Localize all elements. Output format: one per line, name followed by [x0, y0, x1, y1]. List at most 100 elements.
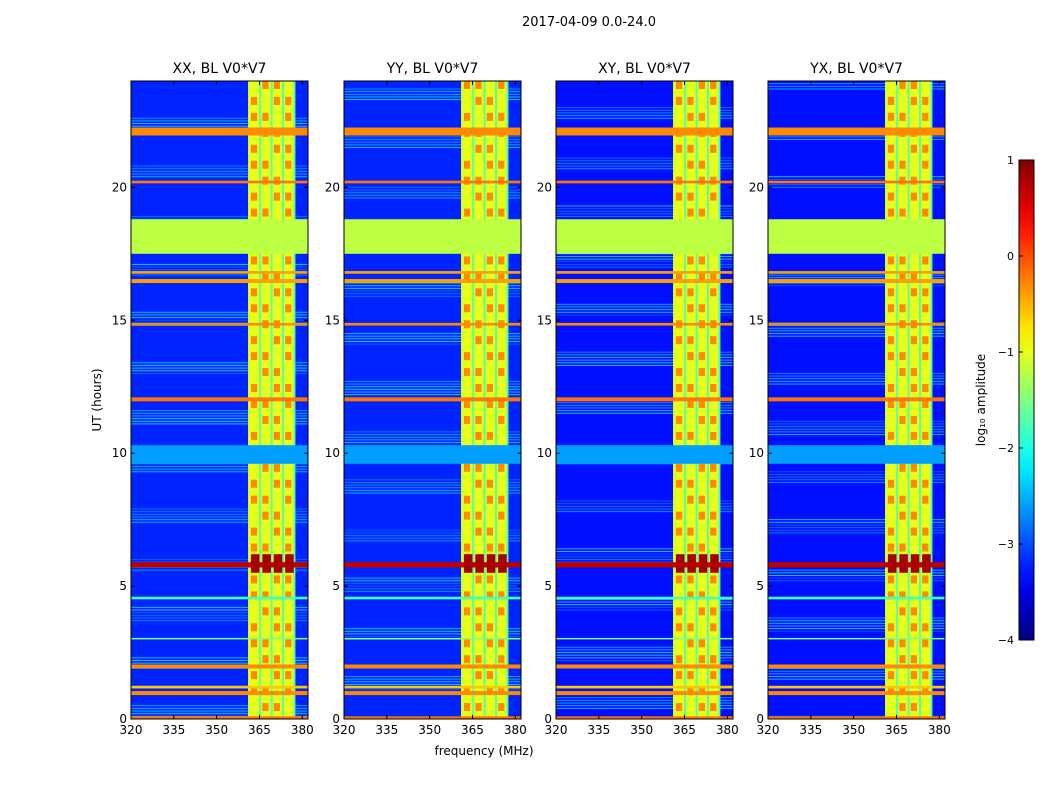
- band-cell: [475, 655, 482, 664]
- band-cell: [250, 479, 258, 488]
- band-cell: [463, 543, 471, 552]
- rfi-band: [768, 271, 945, 274]
- texture-line: [768, 577, 945, 579]
- band-cell: [486, 288, 494, 297]
- y-tick-label: 0: [544, 712, 552, 726]
- texture-line: [131, 314, 308, 316]
- band-cell: [922, 160, 929, 169]
- band-cell: [463, 591, 471, 600]
- band-cell: [887, 431, 895, 440]
- band-cell: [273, 144, 281, 153]
- band-cell: [498, 208, 505, 217]
- band-cell: [475, 288, 482, 297]
- band-cell: [475, 336, 482, 345]
- texture-line: [556, 556, 733, 558]
- texture-line: [344, 189, 521, 191]
- texture-line: [131, 465, 308, 467]
- band-cell: [698, 208, 706, 217]
- band-cell: [675, 384, 683, 393]
- texture-line: [768, 325, 945, 327]
- texture-line: [131, 707, 308, 709]
- texture-line: [344, 580, 521, 582]
- texture-line: [556, 601, 733, 603]
- band-cell: [698, 415, 706, 424]
- texture-line: [556, 657, 733, 659]
- texture-line: [556, 503, 733, 505]
- band-cell: [262, 304, 269, 313]
- band-cell: [285, 575, 292, 584]
- texture-line: [131, 612, 308, 614]
- rfi-band: [556, 664, 733, 669]
- band-cell: [687, 479, 694, 488]
- band-cell: [687, 304, 694, 313]
- band-cell: [698, 463, 706, 472]
- rfi-band: [344, 691, 521, 696]
- hot-block: [922, 554, 931, 573]
- texture-line: [131, 657, 308, 659]
- rfi-band: [131, 685, 308, 689]
- band-cell: [922, 336, 929, 345]
- band-cell: [899, 703, 906, 712]
- texture-line: [344, 383, 521, 385]
- hot-block: [463, 554, 473, 573]
- band-cell: [273, 607, 281, 616]
- band-cell: [273, 384, 281, 393]
- texture-line: [344, 333, 521, 335]
- texture-line: [131, 120, 308, 122]
- texture-line: [344, 341, 521, 343]
- texture-line: [768, 420, 945, 422]
- band-cell: [887, 687, 895, 696]
- band-cell: [486, 144, 494, 153]
- y-tick-label: 10: [112, 446, 127, 460]
- band-cell: [887, 208, 895, 217]
- band-cell: [887, 96, 895, 105]
- band-cell: [498, 607, 505, 616]
- rfi-band: [344, 445, 521, 464]
- texture-line: [344, 136, 521, 138]
- flagged-gap: [556, 219, 733, 254]
- texture-line: [556, 362, 733, 364]
- x-tick-label: 350: [418, 723, 441, 737]
- texture-line: [131, 173, 308, 175]
- band-cell: [273, 511, 281, 520]
- band-cell: [910, 607, 918, 616]
- colorbar-label: log₁₀ amplitude: [974, 354, 988, 446]
- texture-line: [131, 370, 308, 372]
- rfi-band: [344, 279, 521, 284]
- band-cell: [675, 527, 683, 536]
- band-cell: [710, 336, 717, 345]
- texture-line: [556, 261, 733, 263]
- band-cell: [463, 655, 471, 664]
- texture-line: [344, 630, 521, 632]
- band-cell: [675, 463, 683, 472]
- band-cell: [498, 511, 505, 520]
- band-cell: [463, 368, 471, 377]
- texture-line: [556, 165, 733, 167]
- texture-line: [556, 255, 733, 257]
- band-cell: [498, 415, 505, 424]
- y-tick-label: 5: [119, 579, 127, 593]
- texture-line: [556, 646, 733, 648]
- texture-line: [768, 574, 945, 576]
- texture-line: [344, 138, 521, 140]
- rfi-band: [344, 596, 521, 600]
- band-cell: [262, 112, 269, 121]
- texture-line: [131, 165, 308, 167]
- band-cell: [887, 575, 895, 584]
- texture-line: [768, 428, 945, 430]
- band-cell: [250, 96, 258, 105]
- x-tick-label: 350: [205, 723, 228, 737]
- band-cell: [687, 495, 694, 504]
- band-cell: [498, 304, 505, 313]
- texture-line: [556, 168, 733, 170]
- band-cell: [887, 671, 895, 680]
- texture-line: [556, 402, 733, 404]
- texture-line: [131, 713, 308, 715]
- band-cell: [910, 479, 918, 488]
- texture-line: [344, 479, 521, 481]
- y-tick-label: 0: [119, 712, 127, 726]
- texture-line: [131, 606, 308, 608]
- band-cell: [486, 208, 494, 217]
- band-cell: [250, 431, 258, 440]
- band-cell: [273, 623, 281, 632]
